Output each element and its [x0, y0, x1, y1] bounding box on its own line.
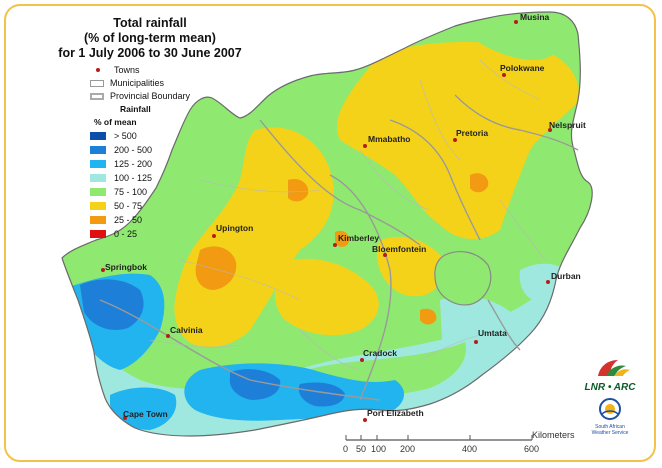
legend-swatch: [90, 174, 106, 182]
title-line-2: (% of long-term mean): [84, 31, 216, 45]
town-dot: [546, 280, 550, 284]
legend-swatch: [90, 160, 106, 168]
legend-class-row: 200 - 500: [90, 144, 152, 156]
legend-swatch: [90, 216, 106, 224]
logo-subtitle-1: South African: [595, 424, 625, 430]
municipality-line-icon: [90, 79, 104, 87]
legend-towns-label: Towns: [114, 65, 140, 75]
legend-class-row: 25 - 50: [90, 214, 142, 226]
scale-tick: 0: [343, 444, 348, 454]
scale-tick: 100: [371, 444, 386, 454]
wave-logo-icon: [598, 360, 630, 376]
town-label: Cradock: [363, 348, 397, 358]
town-dot: [363, 418, 367, 422]
legend-class-label: 25 - 50: [114, 215, 143, 225]
town-dot: [502, 73, 506, 77]
provincial-boundaries: [99, 94, 579, 401]
town-label: Calvinia: [170, 325, 203, 335]
legend-towns: Towns: [90, 64, 140, 76]
legend-swatch: [90, 230, 106, 238]
town-label: Umtata: [478, 328, 507, 338]
town-label: Bloemfontein: [372, 244, 426, 254]
legend-class-label: 200 - 500: [114, 145, 153, 155]
legend-class-label: 0 - 25: [114, 229, 138, 239]
legend-swatch: [90, 146, 106, 154]
town-label: Pretoria: [456, 128, 488, 138]
town-dot: [514, 20, 518, 24]
town-dot: [383, 253, 387, 257]
town-label: Nelspruit: [549, 120, 586, 130]
legend-class-label: 125 - 200: [114, 159, 153, 169]
town-dot: [360, 358, 364, 362]
town-dot: [363, 144, 367, 148]
scale-tick: 50: [356, 444, 366, 454]
town-dot: [548, 128, 552, 132]
legend-class-label: 50 - 75: [114, 201, 143, 211]
town-label: Musina: [520, 12, 550, 22]
legend-percent-heading: % of mean: [94, 117, 137, 127]
town-dot: [166, 334, 170, 338]
logo-name: LNR • ARC: [584, 382, 636, 393]
legend-rainfall-heading: Rainfall: [120, 104, 151, 114]
legend-class-row: 50 - 75: [90, 200, 142, 212]
town-dot: [101, 268, 105, 272]
legend-class-row: > 500: [90, 130, 137, 142]
legend-swatch: [90, 202, 106, 210]
legend-swatch: [90, 188, 106, 196]
town-label: Kimberley: [338, 233, 379, 243]
scale-bar: Kilometers 0 50 100 200 400 600: [343, 430, 575, 454]
town-label: Springbok: [105, 262, 147, 272]
title-line-3: for 1 July 2006 to 30 June 2007: [58, 46, 242, 60]
town-dot: [212, 234, 216, 238]
map-title: Total rainfall (% of long-term mean) for…: [40, 16, 260, 61]
legend-class-row: 100 - 125: [90, 172, 152, 184]
town-dot-icon: [96, 68, 100, 72]
legend-class-row: 75 - 100: [90, 186, 147, 198]
town-dot: [453, 138, 457, 142]
legend-provincial-boundary: Provincial Boundary: [90, 90, 190, 102]
legend-class-row: 0 - 25: [90, 228, 137, 240]
town-dot: [333, 243, 337, 247]
logo-subtitle-2: Weather Service: [591, 430, 629, 436]
scale-tick: 200: [400, 444, 415, 454]
town-label: Port Elizabeth: [367, 408, 424, 418]
provincial-boundary-icon: [90, 92, 104, 100]
scale-unit-label: Kilometers: [532, 430, 575, 440]
legend-municipalities: Municipalities: [90, 77, 164, 89]
legend-class-label: 100 - 125: [114, 173, 153, 183]
town-dot: [123, 416, 127, 420]
scale-tick: 600: [524, 444, 539, 454]
legend-municipalities-label: Municipalities: [110, 78, 165, 88]
town-label: Polokwane: [500, 63, 545, 73]
legend-provincial-boundary-label: Provincial Boundary: [110, 91, 191, 101]
scale-tick: 400: [462, 444, 477, 454]
town-dot: [474, 340, 478, 344]
weather-service-emblem-icon: [599, 398, 621, 420]
town-label: Durban: [551, 271, 581, 281]
town-label: Cape Town: [123, 409, 168, 419]
municipal-boundaries: [149, 59, 546, 371]
towns: Musina Polokwane Nelspruit Pretoria Mmab…: [101, 12, 586, 422]
lnr-arc-logo: LNR • ARC South African Weather Service: [580, 356, 640, 448]
town-label: Mmabatho: [368, 134, 411, 144]
title-line-1: Total rainfall: [113, 16, 187, 30]
town-label: Upington: [216, 223, 253, 233]
legend-swatch: [90, 132, 106, 140]
legend-class-row: 125 - 200: [90, 158, 152, 170]
legend-class-label: 75 - 100: [114, 187, 148, 197]
legend-class-label: > 500: [114, 131, 137, 141]
